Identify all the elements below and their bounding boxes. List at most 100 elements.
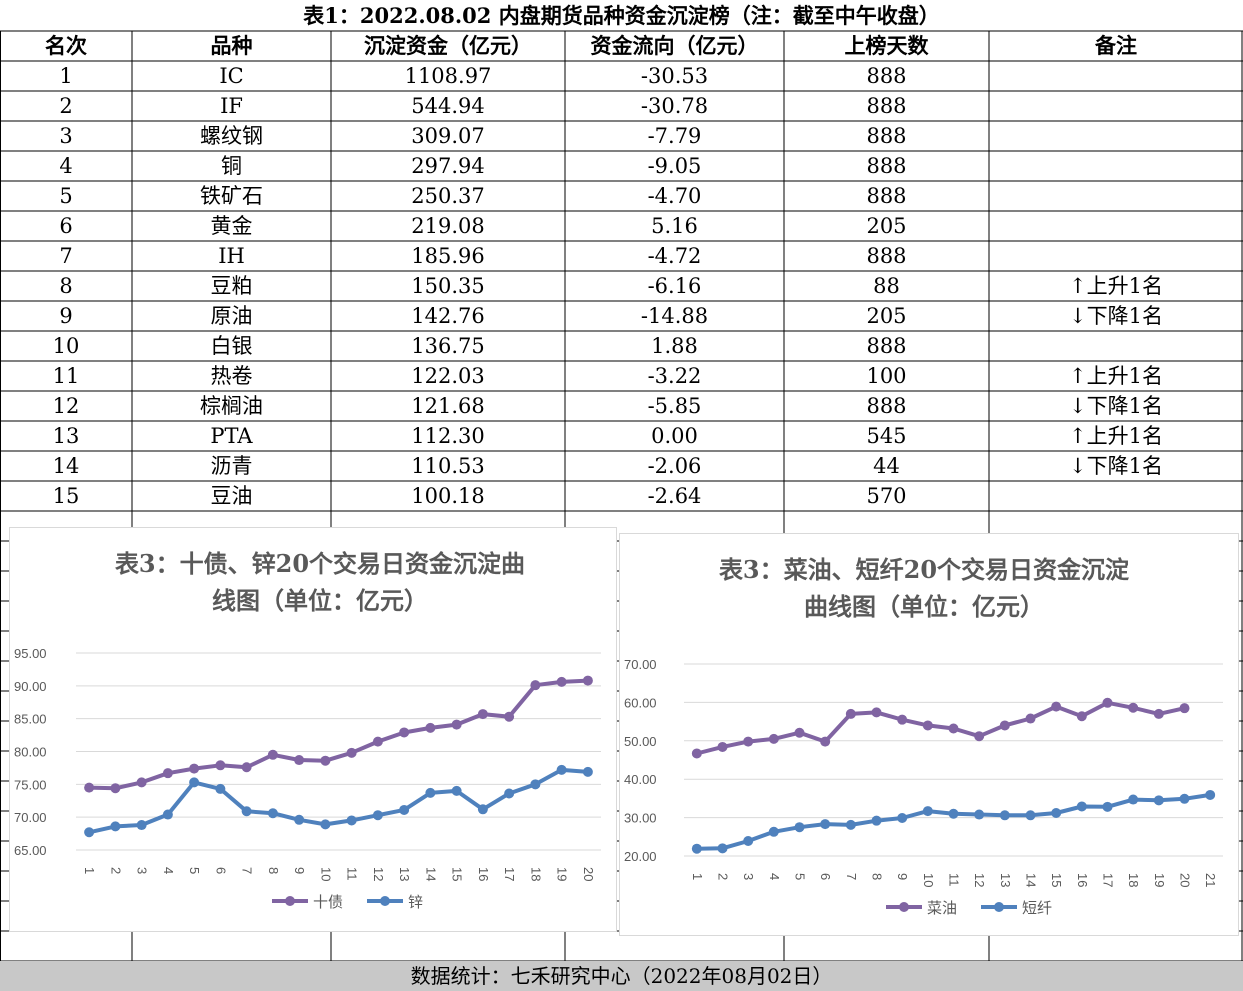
cell-flow: -30.53 bbox=[640, 64, 709, 88]
chart2-point bbox=[691, 843, 702, 854]
chart1-x-tick: 5 bbox=[187, 867, 202, 874]
chart1-point bbox=[215, 760, 226, 771]
cell-note: ↓下降1名 bbox=[1069, 304, 1163, 328]
chart1-point bbox=[84, 827, 95, 838]
chart2-y-tick: 50.00 bbox=[624, 734, 657, 749]
chart2-point bbox=[768, 733, 779, 744]
chart1-x-tick: 8 bbox=[266, 867, 281, 874]
cell-capital: 219.08 bbox=[411, 214, 485, 238]
chart2-point bbox=[1025, 713, 1036, 724]
chart1-point bbox=[451, 785, 462, 796]
chart1-legend-marker bbox=[285, 896, 295, 906]
cell-rank: 15 bbox=[52, 484, 80, 508]
chart1-point bbox=[451, 719, 462, 730]
chart2-point bbox=[1102, 801, 1113, 812]
chart2-x-tick: 19 bbox=[1152, 873, 1167, 887]
chart2-x-tick: 13 bbox=[998, 873, 1013, 887]
chart1-point bbox=[294, 755, 305, 766]
cell-capital: 250.37 bbox=[411, 184, 485, 208]
chart2-point bbox=[948, 808, 959, 819]
cell-variety: 豆粕 bbox=[210, 274, 253, 298]
chart2-point bbox=[948, 723, 959, 734]
cell-days: 545 bbox=[866, 424, 907, 448]
cell-days: 888 bbox=[866, 124, 907, 148]
cell-note: ↓下降1名 bbox=[1069, 394, 1163, 418]
chart2-x-tick: 6 bbox=[818, 873, 833, 880]
chart1-point bbox=[320, 819, 331, 830]
cell-variety: PTA bbox=[210, 424, 253, 448]
chart2-point bbox=[1179, 793, 1190, 804]
cell-flow: -7.79 bbox=[647, 124, 702, 148]
cell-flow: -2.64 bbox=[647, 484, 702, 508]
chart1-point bbox=[556, 764, 567, 775]
chart2-series-line-1 bbox=[696, 700, 1185, 756]
chart2-point bbox=[1051, 807, 1062, 818]
chart1-series-line-2 bbox=[88, 767, 589, 835]
chart1-x-tick: 11 bbox=[345, 867, 360, 881]
cell-days: 888 bbox=[866, 244, 907, 268]
chart2-x-tick: 3 bbox=[741, 873, 756, 880]
footer-source: 数据统计：七禾研究中心（2022年08月02日） bbox=[410, 964, 833, 988]
cell-flow: -9.05 bbox=[647, 154, 702, 178]
cell-capital: 150.35 bbox=[411, 274, 485, 298]
cell-variety: IC bbox=[219, 64, 244, 88]
chart2-point bbox=[871, 815, 882, 826]
chart2-x-tick: 12 bbox=[972, 873, 987, 887]
chart2-point bbox=[717, 843, 728, 854]
chart2-point bbox=[820, 736, 831, 747]
chart2-point bbox=[1025, 810, 1036, 821]
cell-capital: 136.75 bbox=[411, 334, 485, 358]
chart2-point bbox=[794, 822, 805, 833]
cell-variety: 黄金 bbox=[210, 214, 253, 238]
cell-flow: -4.70 bbox=[647, 184, 702, 208]
chart2-point bbox=[1153, 795, 1164, 806]
chart1-x-tick: 3 bbox=[135, 867, 150, 874]
cell-capital: 121.68 bbox=[411, 394, 485, 418]
chart1-point bbox=[110, 821, 121, 832]
chart1-x-tick: 1 bbox=[82, 867, 97, 874]
chart1-point bbox=[267, 808, 278, 819]
chart1-y-tick: 85.00 bbox=[14, 712, 47, 727]
chart2-legend-marker bbox=[994, 902, 1004, 912]
chart1-point bbox=[110, 783, 121, 794]
chart1-y-tick: 95.00 bbox=[14, 646, 47, 661]
cell-flow: -6.16 bbox=[647, 274, 702, 298]
chart2-point bbox=[922, 806, 933, 817]
cell-rank: 3 bbox=[59, 124, 73, 148]
chart1-x-tick: 7 bbox=[240, 867, 255, 874]
chart2-title-line-1: 表3：菜油、短纤20个交易日资金沉淀 bbox=[719, 555, 1130, 584]
chart1-x-tick: 15 bbox=[450, 867, 465, 881]
chart1-point bbox=[582, 766, 593, 777]
chart1-point bbox=[372, 810, 383, 821]
chart2-point bbox=[820, 819, 831, 830]
chart2-x-tick: 16 bbox=[1075, 873, 1090, 887]
cell-rank: 9 bbox=[59, 304, 73, 328]
chart2-point bbox=[1076, 711, 1087, 722]
cell-capital: 110.53 bbox=[411, 454, 485, 478]
chart2-x-tick: 1 bbox=[690, 873, 705, 880]
cell-rank: 5 bbox=[59, 184, 73, 208]
chart1-x-tick: 13 bbox=[397, 867, 412, 881]
chart1-point bbox=[162, 809, 173, 820]
chart1-point bbox=[294, 814, 305, 825]
chart1-x-tick: 16 bbox=[476, 867, 491, 881]
cell-variety: 白银 bbox=[210, 334, 253, 358]
chart2-y-tick: 70.00 bbox=[624, 657, 657, 672]
footer-band bbox=[0, 961, 1243, 991]
chart2-point bbox=[845, 708, 856, 719]
chart2-point bbox=[845, 819, 856, 830]
chart2-point bbox=[691, 748, 702, 759]
chart2-point bbox=[1128, 794, 1139, 805]
chart2-x-tick: 15 bbox=[1049, 873, 1064, 887]
cell-days: 88 bbox=[873, 274, 900, 298]
chart1-point bbox=[84, 782, 95, 793]
cell-note: ↑上升1名 bbox=[1069, 424, 1163, 448]
chart2-x-tick: 5 bbox=[793, 873, 808, 880]
chart2-point bbox=[717, 741, 728, 752]
cell-variety: 棕榈油 bbox=[200, 394, 263, 418]
chart2-legend-label: 菜油 bbox=[927, 899, 957, 917]
cell-days: 888 bbox=[866, 334, 907, 358]
cell-variety: 铜 bbox=[221, 154, 242, 178]
chart1-point bbox=[241, 762, 252, 773]
cell-capital: 185.96 bbox=[411, 244, 485, 268]
